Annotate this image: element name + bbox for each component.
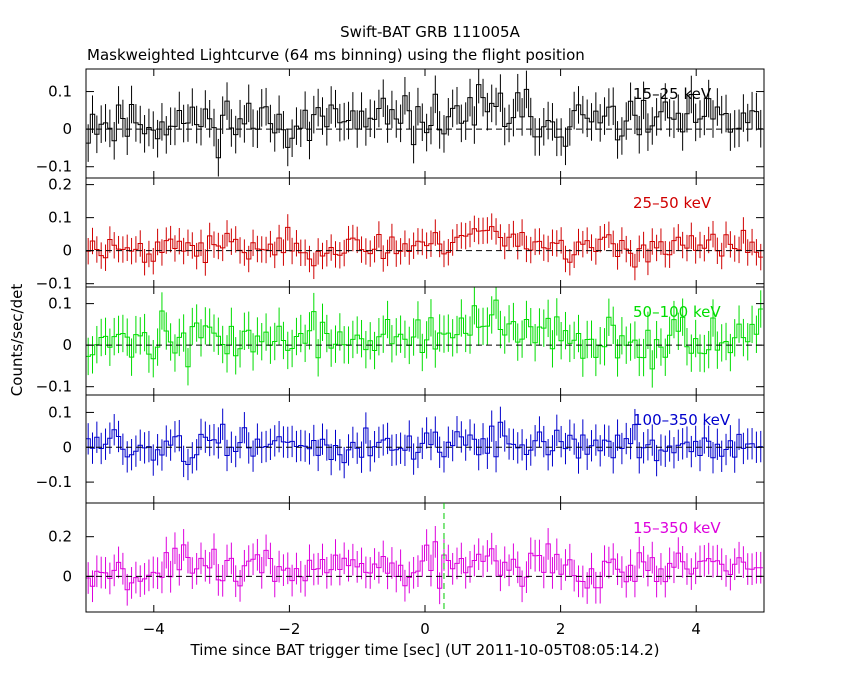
series-line [86,299,763,370]
y-tick-label: 0.1 [48,295,72,313]
series-line [86,541,763,591]
x-tick-label: 4 [691,620,701,638]
y-tick-label: 0.1 [48,403,72,421]
y-tick-label: 0.2 [48,176,72,194]
y-tick-label: 0 [62,438,72,456]
panel-1: −0.1 0 0.1 15–25 keV [36,68,765,179]
y-tick-label: −0.1 [36,378,72,396]
series-line [86,84,763,159]
panel-energy-label: 15–25 keV [633,85,712,103]
x-tick-label: −2 [278,620,300,638]
chart-subtitle: Maskweighted Lightcurve (64 ms binning) … [87,46,585,64]
y-tick-label: −0.1 [36,275,72,293]
panel-energy-label: 15–350 keV [633,519,721,537]
chart-title: Swift-BAT GRB 111005A [340,23,520,41]
y-tick-label: −0.1 [36,473,72,491]
y-tick-label: 0 [62,336,72,354]
series-line [86,226,763,268]
y-tick-label: 0.2 [48,528,72,546]
y-tick-label: 0.1 [48,209,72,227]
x-tick-label: 2 [556,620,566,638]
error-bars [87,213,762,281]
panel-2: −0.1 0 0.1 0.2 25–50 keV [36,176,765,293]
panel-5: 0 0.2 15–350 keV [48,502,765,613]
panel-energy-label: 100–350 keV [633,411,731,429]
error-bars [87,525,762,606]
y-tick-label: 0 [62,120,72,138]
y-axis-label: Counts/sec/det [8,284,26,397]
y-tick-label: 0.1 [48,83,72,101]
x-tick-label: −4 [143,620,165,638]
panels-group: −0.100.1 15–25 keV−0.100.10.225–50 keV−0.… [36,68,765,638]
y-tick-label: 0 [62,567,72,585]
y-tick-label: 0 [62,242,72,260]
y-tick-label: −0.1 [36,158,72,176]
x-axis-label: Time since BAT trigger time [sec] (UT 20… [190,641,660,659]
series-line [86,421,763,465]
x-tick-label: 0 [420,620,430,638]
panel-4: −0.1 0 0.1 100–350 keV [36,394,765,504]
panel-3: −0.1 0 0.1 50–100 keV [36,286,765,396]
panel-energy-label: 25–50 keV [633,194,712,212]
panel-energy-label: 50–100 keV [633,303,721,321]
